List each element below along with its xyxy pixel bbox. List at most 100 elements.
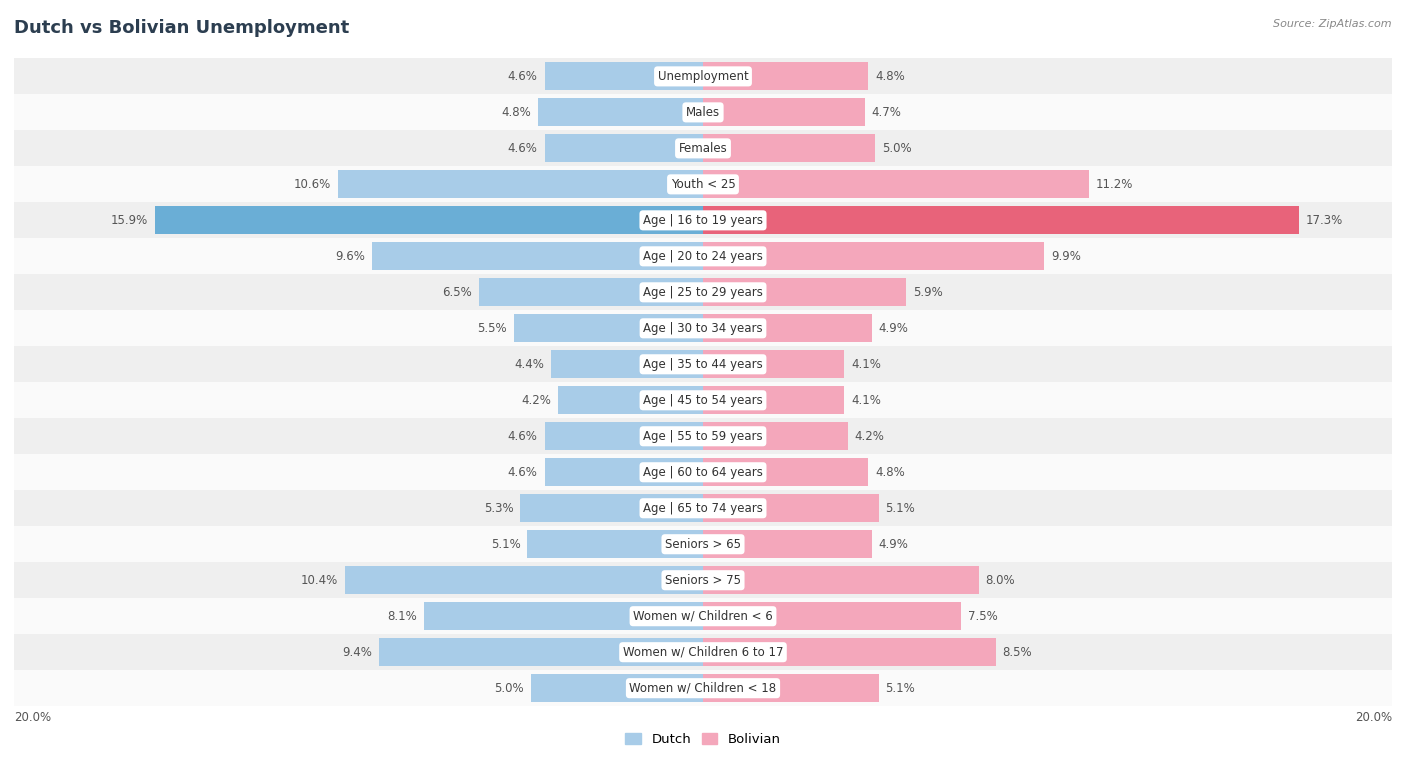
Text: Women w/ Children 6 to 17: Women w/ Children 6 to 17: [623, 646, 783, 659]
Text: 4.8%: 4.8%: [501, 106, 531, 119]
Text: 5.3%: 5.3%: [484, 502, 513, 515]
Bar: [155, 207, 703, 235]
Text: 5.1%: 5.1%: [886, 682, 915, 695]
Bar: [14, 526, 1392, 562]
Text: Dutch vs Bolivian Unemployment: Dutch vs Bolivian Unemployment: [14, 19, 349, 37]
Text: 4.6%: 4.6%: [508, 70, 537, 83]
Text: 5.1%: 5.1%: [886, 502, 915, 515]
Text: 4.9%: 4.9%: [879, 537, 908, 551]
Text: 4.2%: 4.2%: [522, 394, 551, 407]
Bar: [703, 494, 879, 522]
Bar: [558, 386, 703, 414]
Text: Females: Females: [679, 142, 727, 155]
Text: 20.0%: 20.0%: [1355, 711, 1392, 724]
Text: Seniors > 65: Seniors > 65: [665, 537, 741, 551]
Bar: [14, 598, 1392, 634]
Text: 20.0%: 20.0%: [14, 711, 51, 724]
Text: Age | 25 to 29 years: Age | 25 to 29 years: [643, 286, 763, 299]
Text: 11.2%: 11.2%: [1095, 178, 1133, 191]
Text: 5.9%: 5.9%: [912, 286, 943, 299]
Bar: [479, 279, 703, 307]
Bar: [14, 454, 1392, 491]
Bar: [14, 238, 1392, 274]
Text: 17.3%: 17.3%: [1306, 213, 1343, 227]
Bar: [703, 386, 844, 414]
Bar: [703, 279, 907, 307]
Bar: [527, 530, 703, 558]
Text: 4.1%: 4.1%: [851, 394, 882, 407]
Text: 10.4%: 10.4%: [301, 574, 337, 587]
Text: Age | 60 to 64 years: Age | 60 to 64 years: [643, 466, 763, 478]
Bar: [14, 634, 1392, 670]
Text: 5.0%: 5.0%: [495, 682, 524, 695]
Bar: [14, 491, 1392, 526]
Bar: [14, 382, 1392, 419]
Bar: [344, 566, 703, 594]
Text: Age | 55 to 59 years: Age | 55 to 59 years: [643, 430, 763, 443]
Text: 6.5%: 6.5%: [443, 286, 472, 299]
Text: Women w/ Children < 6: Women w/ Children < 6: [633, 609, 773, 623]
Bar: [703, 134, 875, 163]
Bar: [14, 346, 1392, 382]
Bar: [703, 242, 1045, 270]
Text: 15.9%: 15.9%: [111, 213, 149, 227]
Bar: [703, 602, 962, 631]
Text: Age | 65 to 74 years: Age | 65 to 74 years: [643, 502, 763, 515]
Text: 5.0%: 5.0%: [882, 142, 911, 155]
Text: 4.6%: 4.6%: [508, 466, 537, 478]
Bar: [337, 170, 703, 198]
Bar: [14, 130, 1392, 167]
Text: 9.9%: 9.9%: [1050, 250, 1081, 263]
Text: 8.0%: 8.0%: [986, 574, 1015, 587]
Text: Age | 45 to 54 years: Age | 45 to 54 years: [643, 394, 763, 407]
Text: 8.5%: 8.5%: [1002, 646, 1032, 659]
Legend: Dutch, Bolivian: Dutch, Bolivian: [620, 727, 786, 751]
Text: 9.6%: 9.6%: [336, 250, 366, 263]
Bar: [703, 170, 1088, 198]
Bar: [537, 98, 703, 126]
Text: 4.1%: 4.1%: [851, 358, 882, 371]
Bar: [703, 207, 1299, 235]
Text: 5.5%: 5.5%: [477, 322, 506, 335]
Bar: [373, 242, 703, 270]
Text: 4.4%: 4.4%: [515, 358, 544, 371]
Bar: [703, 314, 872, 342]
Text: 10.6%: 10.6%: [294, 178, 330, 191]
Bar: [703, 674, 879, 702]
Bar: [14, 274, 1392, 310]
Bar: [513, 314, 703, 342]
Text: 4.6%: 4.6%: [508, 142, 537, 155]
Text: 4.8%: 4.8%: [875, 70, 905, 83]
Text: 9.4%: 9.4%: [343, 646, 373, 659]
Text: Age | 20 to 24 years: Age | 20 to 24 years: [643, 250, 763, 263]
Bar: [380, 638, 703, 666]
Bar: [703, 98, 865, 126]
Text: 4.6%: 4.6%: [508, 430, 537, 443]
Bar: [703, 422, 848, 450]
Bar: [14, 419, 1392, 454]
Bar: [14, 670, 1392, 706]
Text: 4.9%: 4.9%: [879, 322, 908, 335]
Bar: [14, 202, 1392, 238]
Text: Age | 30 to 34 years: Age | 30 to 34 years: [643, 322, 763, 335]
Text: Age | 35 to 44 years: Age | 35 to 44 years: [643, 358, 763, 371]
Text: Unemployment: Unemployment: [658, 70, 748, 83]
Text: 4.7%: 4.7%: [872, 106, 901, 119]
Text: 7.5%: 7.5%: [969, 609, 998, 623]
Bar: [425, 602, 703, 631]
Bar: [703, 638, 995, 666]
Bar: [531, 674, 703, 702]
Bar: [544, 134, 703, 163]
Text: Males: Males: [686, 106, 720, 119]
Text: Age | 16 to 19 years: Age | 16 to 19 years: [643, 213, 763, 227]
Bar: [544, 458, 703, 486]
Bar: [520, 494, 703, 522]
Bar: [703, 458, 869, 486]
Bar: [551, 350, 703, 378]
Bar: [544, 62, 703, 90]
Bar: [14, 310, 1392, 346]
Bar: [703, 530, 872, 558]
Text: Source: ZipAtlas.com: Source: ZipAtlas.com: [1274, 19, 1392, 29]
Bar: [703, 566, 979, 594]
Bar: [14, 562, 1392, 598]
